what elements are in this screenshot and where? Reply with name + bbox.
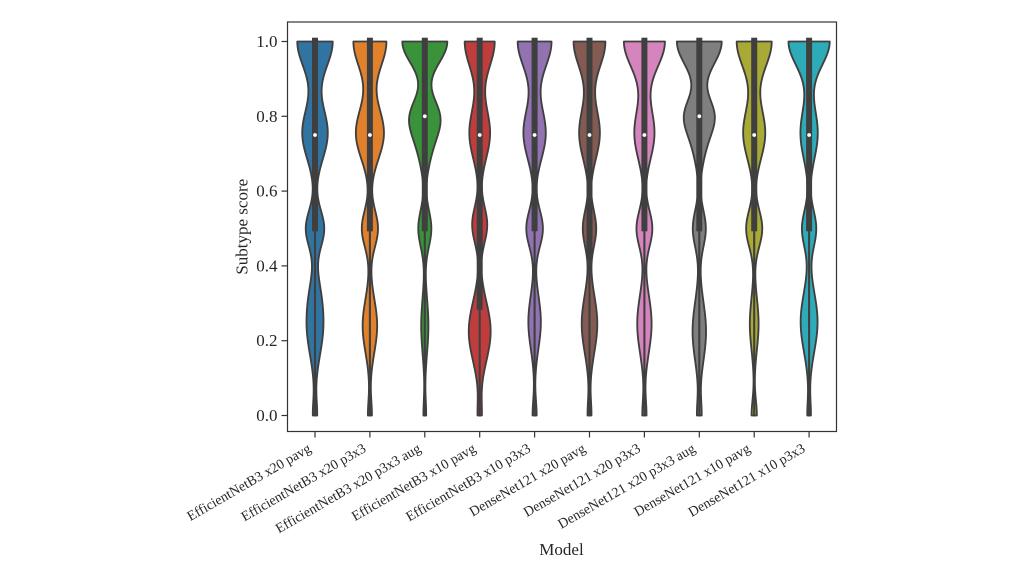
svg-text:0.6: 0.6 [256,182,277,201]
svg-text:0.4: 0.4 [256,256,278,275]
svg-text:0.0: 0.0 [256,406,277,425]
svg-text:0.2: 0.2 [256,331,277,350]
svg-text:0.8: 0.8 [256,107,277,126]
svg-text:Model: Model [539,540,584,559]
svg-text:1.0: 1.0 [256,32,277,51]
svg-text:Subtype score: Subtype score [233,179,252,275]
